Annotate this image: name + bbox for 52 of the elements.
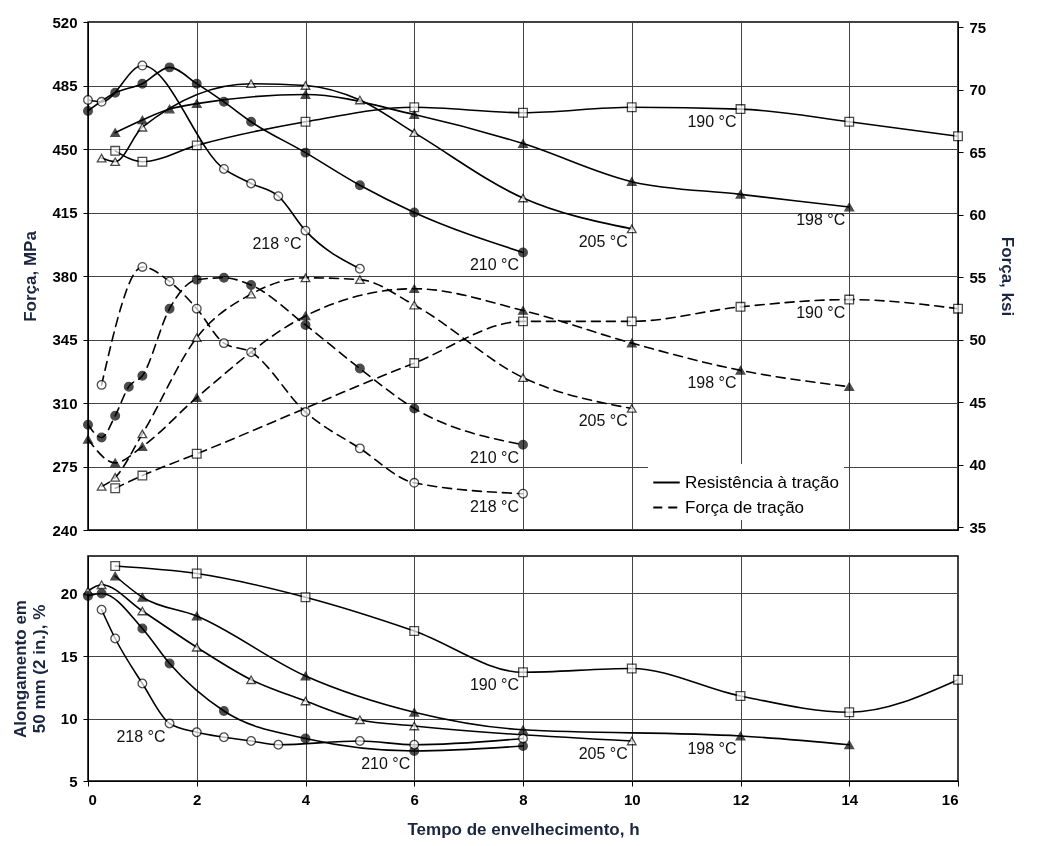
annotation: 205 °C [578,412,628,430]
y-tick-label: 20 [60,585,78,602]
x-axis-title: Tempo de envelhecimento, h [407,819,640,839]
x-tick-label: 10 [623,790,641,808]
x-tick-label: 14 [841,790,859,808]
y-tick-label: 450 [52,140,78,158]
x-tick-label: 0 [88,790,97,808]
y2-tick-label: 65 [969,143,987,161]
annotation: 218 °C [469,497,519,515]
x-tick-label: 6 [410,790,419,808]
annotation: 190 °C [687,113,737,131]
y2-tick-label: 40 [969,456,987,474]
annotation: 210 °C [361,755,411,772]
x-tick-label: 4 [301,790,311,808]
x-tick-label: 12 [732,790,750,808]
annotation: 198 °C [796,211,846,229]
y2-tick-label: 75 [969,18,987,36]
y2-tick-label: 60 [969,206,987,224]
legend-label: Resistência à tração [685,472,840,492]
y2-tick-label: 35 [969,519,987,536]
y-tick-label: 485 [52,77,78,94]
annotation: 190 °C [796,303,846,321]
y-tick-label: 380 [52,267,78,285]
y-tick-label: 345 [52,331,78,348]
legend-label: Força de tração [685,497,805,517]
annotation: 210 °C [469,256,519,274]
annotation: 210 °C [469,448,519,466]
y-axis-title: Alongamento em 50 mm (2 in.), % [10,600,49,738]
y-tick-label: 520 [52,13,78,31]
y-tick-label: 275 [52,458,78,475]
y-tick-label: 415 [52,204,78,221]
y2-axis-title: Força, ksi [998,236,1018,317]
y2-tick-label: 55 [969,268,987,286]
x-tick-label: 16 [941,790,959,808]
annotation: 205 °C [578,232,628,250]
annotation: 218 °C [116,727,166,745]
y2-tick-label: 70 [969,81,987,99]
y-tick-label: 15 [60,647,78,665]
annotation: 198 °C [687,374,737,392]
y-tick-label: 5 [69,772,78,790]
y-tick-label: 10 [60,710,78,727]
annotation: 218 °C [252,234,302,252]
y2-tick-label: 45 [969,393,987,411]
y-axis-title: Força, MPa [21,230,41,322]
annotation: 198 °C [687,740,737,757]
annotation: 205 °C [578,745,628,762]
annotation: 190 °C [469,676,519,694]
y-tick-label: 240 [52,521,78,539]
x-tick-label: 2 [193,790,202,808]
y-tick-label: 310 [52,394,78,412]
x-tick-label: 8 [519,790,528,808]
y2-tick-label: 50 [969,331,987,349]
